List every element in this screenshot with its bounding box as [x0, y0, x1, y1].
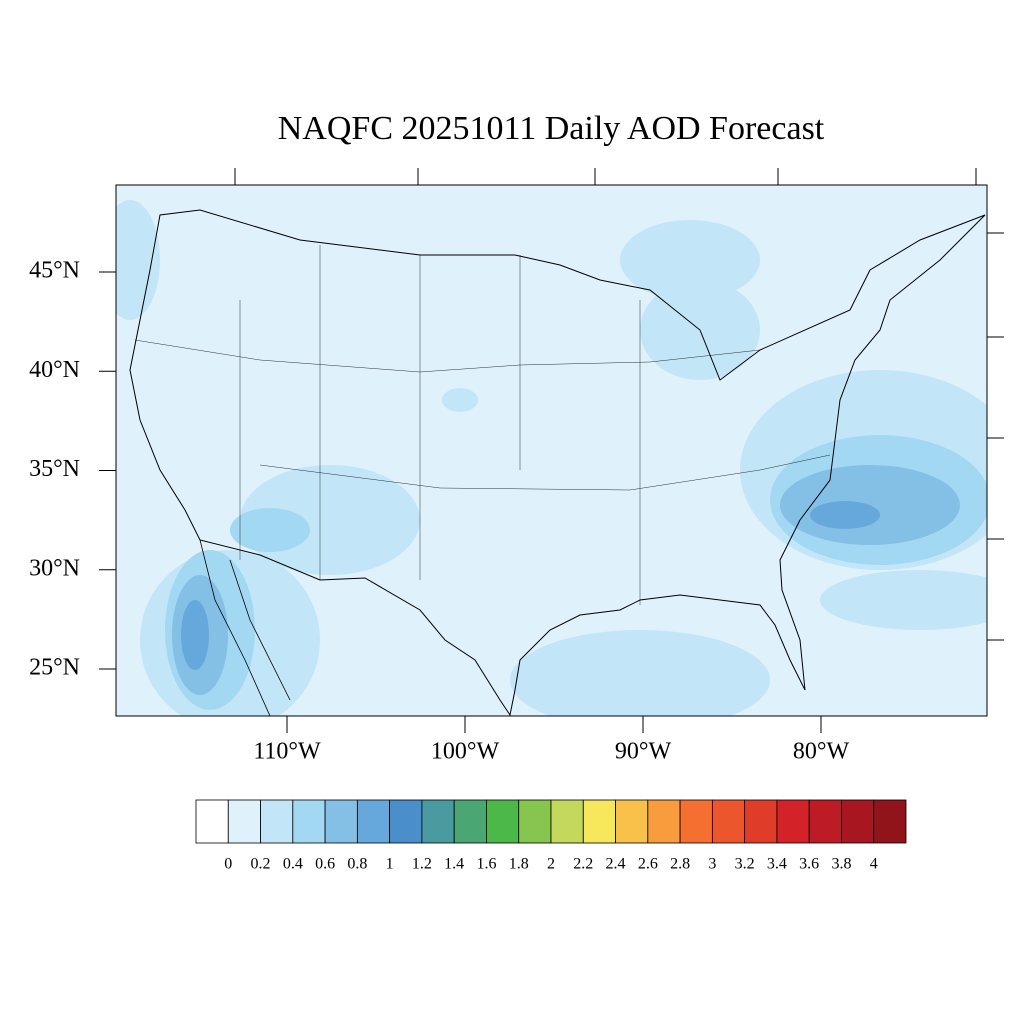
lat-tick-label: 40°N [29, 357, 80, 383]
lat-tick-label: 45°N [29, 258, 80, 284]
colorbar-box [324, 799, 358, 844]
lat-tick-label: 25°N [29, 655, 80, 681]
colorbar-box [421, 799, 455, 844]
colorbar-label: 2 [547, 856, 555, 873]
lat-tick-label: 35°N [29, 456, 80, 482]
lon-tick-label: 100°W [431, 739, 500, 765]
colorbar-box [356, 799, 391, 844]
colorbar-label: 3.8 [831, 856, 851, 873]
colorbar-label: 1.8 [509, 856, 529, 873]
colorbar-label: 3.4 [767, 856, 787, 873]
colorbar-box [260, 799, 294, 844]
colorbar-label: 2.4 [606, 856, 626, 873]
colorbar-label: 1.2 [412, 856, 432, 873]
colorbar-label: 2.8 [670, 856, 690, 873]
colorbar-label: 2.6 [638, 856, 658, 873]
colorbar-label: 2.2 [573, 856, 593, 873]
colorbar-box [808, 799, 842, 844]
lon-tick-label: 80°W [793, 739, 850, 765]
colorbar-box [195, 799, 229, 844]
colorbar-box [453, 799, 487, 844]
map-frame [115, 184, 988, 717]
lat-tick-label: 30°N [29, 555, 80, 581]
frame-ticks [234, 168, 1004, 641]
title: NAQFC 20251011 Daily AOD Forecast [278, 110, 825, 147]
colorbar-box [679, 799, 713, 844]
colorbar-box [486, 799, 520, 844]
colorbar-box [744, 799, 778, 844]
lon-tick-label: 90°W [615, 739, 672, 765]
colorbar-box [582, 799, 616, 844]
colorbar-label: 0.6 [315, 856, 335, 873]
colorbar-label: 0.4 [283, 856, 303, 873]
colorbar-label: 4 [870, 856, 878, 873]
colorbar-label: 3 [708, 856, 716, 873]
colorbar-box [227, 799, 261, 844]
colorbar-box [550, 799, 584, 844]
colorbar-box [873, 799, 907, 844]
colorbar-box [711, 799, 746, 844]
lon-tick-label: 110°W [253, 739, 321, 765]
colorbar-label: 0 [224, 856, 232, 873]
colorbar-box [389, 799, 423, 844]
colorbar-label: 1.4 [444, 856, 464, 873]
colorbar-label: 0.2 [251, 856, 271, 873]
colorbar-label: 1.6 [476, 856, 496, 873]
colorbar-box [518, 799, 552, 844]
colorbar-label: 3.2 [735, 856, 755, 873]
colorbar-box [292, 799, 326, 844]
colorbar-label: 1 [386, 856, 394, 873]
colorbar-box [776, 799, 810, 844]
colorbar-box [615, 799, 649, 844]
colorbar-label: 3.6 [799, 856, 819, 873]
colorbar-box [841, 799, 875, 844]
colorbar-label: 0.8 [347, 856, 367, 873]
colorbar-box [647, 799, 681, 844]
map-field [116, 185, 987, 716]
